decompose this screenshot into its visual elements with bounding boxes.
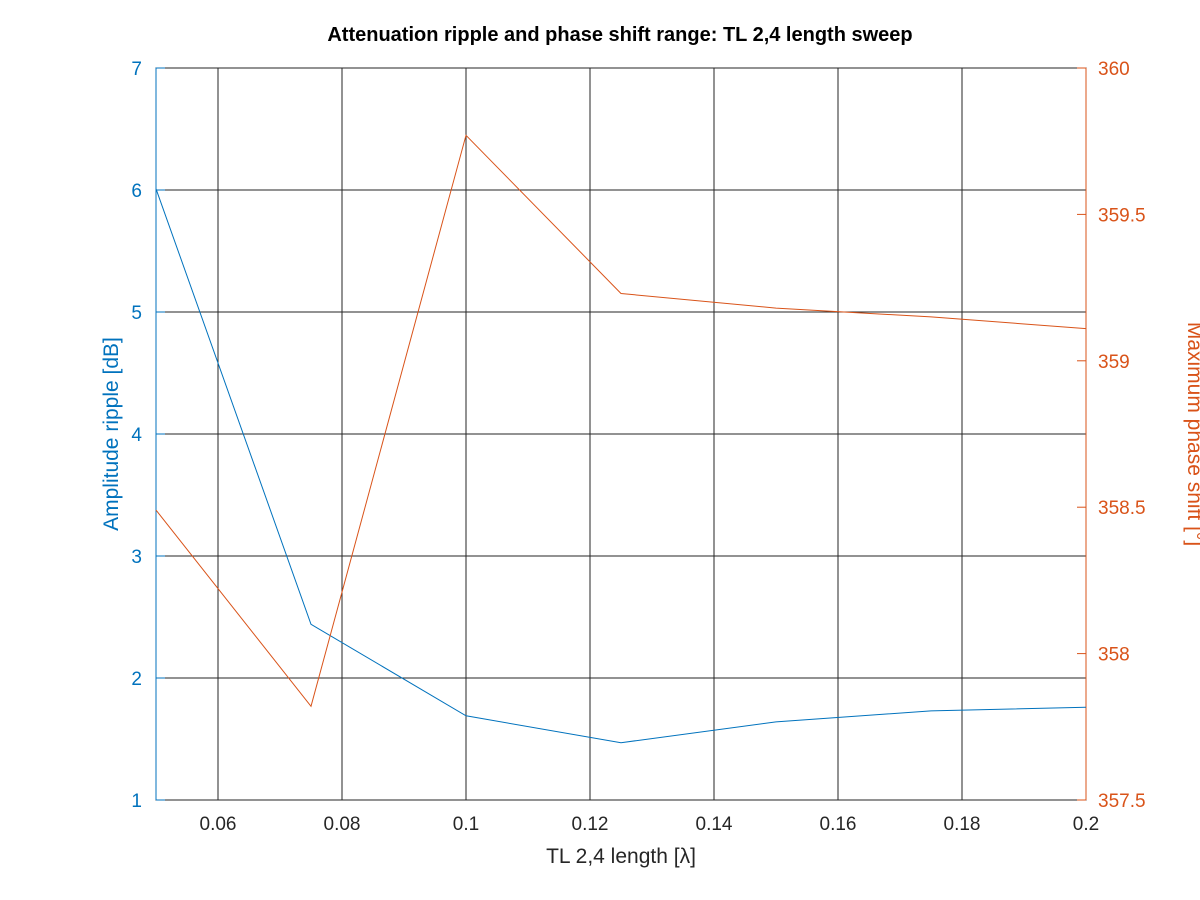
x-tick-label: 0.2 bbox=[1073, 814, 1099, 835]
series-lines bbox=[155, 134, 1087, 744]
x-axis-label: TL 2,4 length [λ] bbox=[546, 845, 696, 868]
phase-shift-line bbox=[155, 134, 1087, 708]
y-right-tick-label: 359.5 bbox=[1098, 205, 1146, 226]
y-axis-right-label: Maximum phase shift [°] bbox=[1183, 322, 1200, 546]
y-right-tick-label: 358 bbox=[1098, 645, 1130, 666]
x-tick-label: 0.18 bbox=[944, 814, 981, 835]
y-axis-left: 1 2 3 4 5 6 7 bbox=[131, 59, 165, 812]
y-left-tick-label: 4 bbox=[131, 425, 142, 446]
amplitude-ripple-line bbox=[155, 188, 1087, 744]
chart-title: Attenuation ripple and phase shift range… bbox=[327, 24, 912, 46]
x-tick-label: 0.14 bbox=[696, 814, 733, 835]
y-left-tick-label: 6 bbox=[131, 181, 142, 202]
y-axis-left-label: Amplitude ripple [dB] bbox=[100, 337, 123, 531]
grid bbox=[156, 68, 1086, 800]
x-tick-label: 0.1 bbox=[453, 814, 479, 835]
y-right-tick-label: 360 bbox=[1098, 59, 1130, 80]
y-left-tick-label: 5 bbox=[131, 303, 142, 324]
y-left-tick-label: 1 bbox=[131, 791, 142, 812]
y-left-tick-label: 2 bbox=[131, 669, 142, 690]
y-right-tick-label: 357.5 bbox=[1098, 791, 1146, 812]
x-axis: 0.06 0.08 0.1 0.12 0.14 0.16 0.18 0.2 bbox=[200, 68, 1099, 835]
y-left-tick-label: 7 bbox=[131, 59, 142, 80]
y-left-tick-label: 3 bbox=[131, 547, 142, 568]
x-tick-label: 0.08 bbox=[324, 814, 361, 835]
x-tick-label: 0.16 bbox=[820, 814, 857, 835]
y-right-tick-label: 359 bbox=[1098, 352, 1130, 373]
y-right-tick-label: 358.5 bbox=[1098, 498, 1146, 519]
y-axis-right: 357.5 358 358.5 359 359.5 360 bbox=[1077, 59, 1146, 812]
x-tick-label: 0.06 bbox=[200, 814, 237, 835]
x-tick-label: 0.12 bbox=[572, 814, 609, 835]
